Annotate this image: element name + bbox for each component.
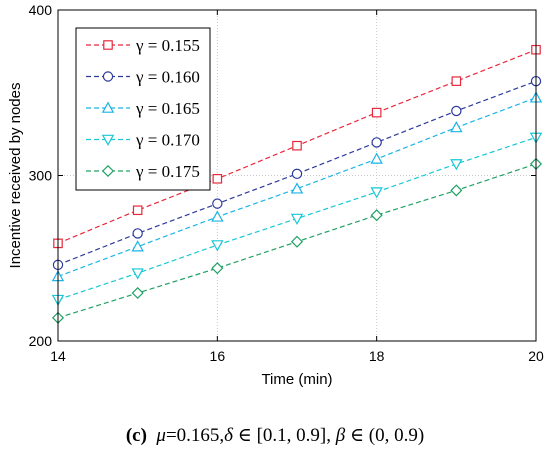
legend-entry: γ = 0.160	[86, 68, 200, 87]
data-point	[132, 205, 143, 216]
caption-label: (c)	[125, 425, 147, 446]
data-point	[450, 184, 463, 197]
legend-label: γ = 0.165	[135, 99, 200, 118]
x-tick-label: 18	[369, 348, 385, 364]
caption-beta-range: ∈ (0, 0.9)	[345, 425, 425, 446]
legend-entry: γ = 0.165	[86, 99, 200, 118]
data-point	[290, 235, 304, 248]
legend-entry: γ = 0.175	[86, 162, 200, 181]
data-point	[291, 168, 303, 180]
x-axis-label: Time (min)	[261, 371, 332, 388]
figure-caption: (c) μ=0.165,δ ∈ [0.1, 0.9], β ∈ (0, 0.9)	[0, 424, 550, 447]
data-point	[451, 105, 462, 117]
legend-label: γ = 0.170	[135, 131, 200, 150]
legend-box	[75, 27, 211, 191]
caption-mu-value: =0.165,	[165, 425, 225, 446]
caption-beta-symbol: β	[335, 425, 346, 446]
data-point	[371, 137, 382, 148]
legend-entry: γ = 0.170	[86, 131, 200, 150]
data-point	[132, 228, 143, 239]
axis-ticks: 14 16 18 20 200 300 400	[29, 2, 544, 364]
x-tick-label: 16	[210, 348, 226, 364]
legend-marker	[101, 101, 115, 113]
legend-marker	[101, 164, 115, 178]
legend-label: γ = 0.155	[135, 36, 200, 55]
data-point	[450, 121, 463, 133]
data-point	[290, 182, 304, 194]
data-point	[212, 198, 223, 209]
data-point	[450, 159, 463, 171]
data-point	[371, 107, 382, 118]
data-point	[292, 140, 302, 151]
legend-label: γ = 0.175	[135, 162, 200, 181]
y-tick-label: 400	[29, 2, 53, 18]
data-point	[211, 240, 224, 252]
series-3	[51, 91, 543, 282]
data-point	[370, 152, 383, 164]
data-point	[451, 76, 462, 86]
legend: γ = 0.155 γ = 0.160 γ = 0.165 γ = 0.170 γ = …	[75, 27, 211, 191]
caption-delta-symbol: δ	[224, 425, 234, 446]
series-2	[52, 75, 542, 271]
legend-label: γ = 0.160	[135, 68, 200, 87]
line-chart: 14 16 18 20 200 300 400 Time (min) Incentive r…	[7, 2, 544, 388]
legend-entry: γ = 0.155	[86, 36, 200, 55]
data-point	[290, 213, 304, 225]
x-tick-label: 20	[528, 348, 544, 364]
caption-delta-range: ∈ [0.1, 0.9],	[233, 425, 336, 446]
data-point	[370, 187, 383, 199]
y-tick-label: 300	[29, 168, 53, 184]
series-5	[51, 157, 543, 324]
data-point	[131, 286, 144, 300]
data-point	[131, 240, 144, 252]
data-point	[370, 209, 383, 222]
legend-marker	[102, 71, 114, 82]
data-point	[212, 174, 223, 184]
x-tick-label: 14	[50, 348, 66, 364]
caption-mu-symbol: μ	[156, 425, 166, 446]
y-axis-label: Incentive received by nodes	[7, 83, 24, 269]
legend-marker	[103, 40, 113, 50]
data-point	[131, 268, 144, 280]
data-point	[211, 262, 224, 275]
legend-marker	[101, 134, 115, 146]
y-tick-label: 200	[29, 333, 53, 349]
data-point	[211, 210, 224, 222]
